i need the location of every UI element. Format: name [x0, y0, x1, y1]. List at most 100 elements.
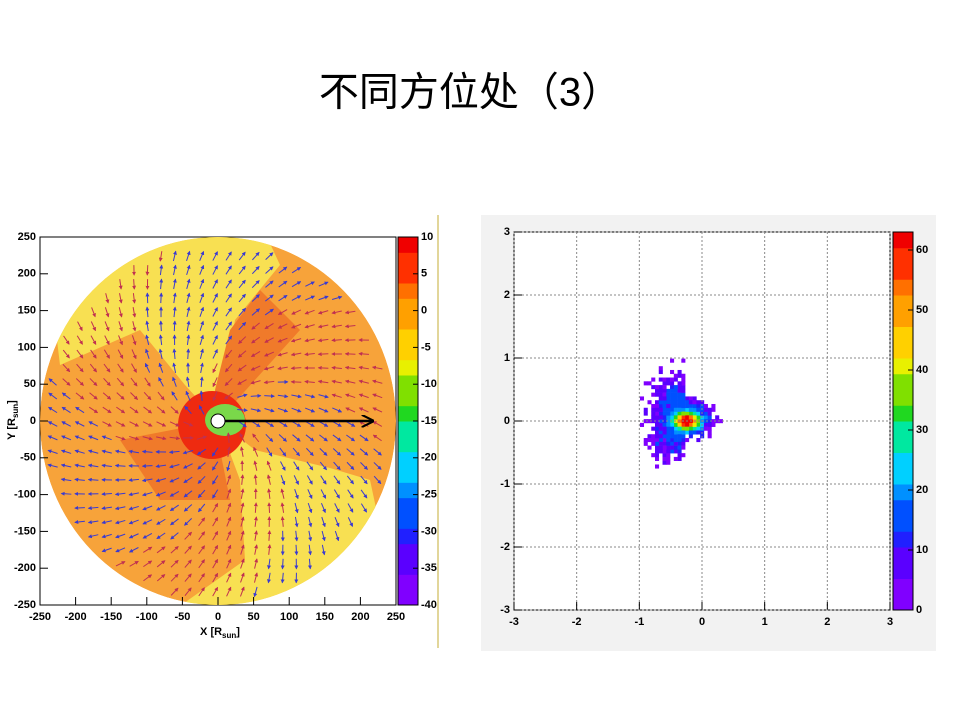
colorbar-cell [893, 421, 913, 437]
field-arrow [264, 396, 274, 397]
histogram-cell [670, 442, 674, 446]
histogram-cell [678, 453, 682, 457]
histogram-cell [659, 427, 663, 431]
histogram-cell [666, 404, 670, 408]
histogram-cell [696, 404, 700, 408]
y-tick-label: 250 [18, 231, 36, 243]
histogram-cell [655, 400, 659, 404]
histogram-cell [670, 412, 674, 416]
histogram-cell [655, 415, 659, 419]
histogram-cell [681, 359, 685, 363]
histogram-cell [659, 434, 663, 438]
histogram-cell [655, 453, 659, 457]
colorbar-cell [398, 467, 418, 483]
histogram-cell [655, 438, 659, 442]
histogram-cell [647, 434, 651, 438]
histogram-cell [685, 438, 689, 442]
histogram-cell [644, 412, 648, 416]
label-part: ] [6, 400, 18, 404]
histogram-cell [674, 374, 678, 378]
label-part: ] [236, 626, 240, 638]
colorbar-cell [893, 516, 913, 532]
histogram-cell [655, 389, 659, 393]
histogram-cell [670, 389, 674, 393]
histogram-cell [663, 438, 667, 442]
histogram-cell [659, 423, 663, 427]
histogram-cell [689, 396, 693, 400]
histogram-cell [666, 461, 670, 465]
histogram-cell [663, 434, 667, 438]
y-tick-label: 3 [504, 226, 510, 238]
histogram-cell [663, 378, 667, 382]
field-arrow [291, 382, 301, 383]
histogram-cell [655, 430, 659, 434]
histogram-cell [663, 453, 667, 457]
histogram-cell [670, 385, 674, 389]
histogram-cell [663, 427, 667, 431]
histogram-cell [655, 442, 659, 446]
colorbar-cell [893, 437, 913, 453]
histogram-cell [663, 381, 667, 385]
x-tick-label: 200 [351, 611, 369, 623]
histogram-cell [689, 404, 693, 408]
histogram-cell [696, 430, 700, 434]
histogram-cell [708, 412, 712, 416]
histogram-cell [659, 393, 663, 397]
histogram-cell [674, 412, 678, 416]
histogram-cell [696, 408, 700, 412]
histogram-cell [681, 381, 685, 385]
histogram-cell [708, 427, 712, 431]
colorbar-cell [893, 311, 913, 327]
histogram-cell [644, 381, 648, 385]
colorbar-cell [893, 547, 913, 563]
histogram-cell [647, 381, 651, 385]
colorbar-tick-label: 60 [916, 244, 928, 256]
histogram-cell [674, 446, 678, 450]
histogram-cell [678, 412, 682, 416]
colorbar-cell [893, 279, 913, 295]
field-arrow [102, 494, 112, 495]
histogram-cell [655, 434, 659, 438]
histogram-cell [655, 412, 659, 416]
histogram-cell [663, 446, 667, 450]
y-tick-label: -50 [20, 452, 36, 464]
histogram-cell [666, 378, 670, 382]
colorbar-cell [893, 531, 913, 547]
histogram-cell [670, 408, 674, 412]
field-arrow [296, 545, 297, 555]
histogram-cell [659, 366, 663, 370]
field-arrow [88, 480, 98, 481]
histogram-cell [663, 457, 667, 461]
histogram-cell [674, 404, 678, 408]
colorbar-cell [398, 375, 418, 391]
histogram-cell [666, 446, 670, 450]
histogram-cell [674, 442, 678, 446]
histogram-cell [655, 408, 659, 412]
colorbar-cell [398, 482, 418, 498]
histogram-cell [711, 423, 715, 427]
histogram-cell [685, 430, 689, 434]
field-arrow [318, 354, 328, 355]
colorbar-tick-label: -35 [421, 562, 437, 574]
colorbar-tick-label: -25 [421, 489, 437, 501]
colorbar-cell [398, 452, 418, 468]
histogram-cell [685, 423, 689, 427]
y-tick-label: -2 [500, 541, 510, 553]
x-tick-label: 50 [247, 611, 259, 623]
histogram-cell [663, 442, 667, 446]
field-arrow [174, 321, 175, 331]
histogram-cell [644, 442, 648, 446]
histogram-cell [678, 457, 682, 461]
y-tick-label: 2 [504, 289, 510, 301]
histogram-cell [670, 415, 674, 419]
histogram-cell [651, 393, 655, 397]
histogram-cell [708, 408, 712, 412]
x-tick-label: 250 [387, 611, 405, 623]
histogram-cell [674, 438, 678, 442]
histogram-cell [651, 453, 655, 457]
histogram-cell [655, 393, 659, 397]
histogram-cell [670, 446, 674, 450]
y-tick-label: 0 [504, 415, 510, 427]
histogram-cell [644, 408, 648, 412]
histogram-cell [663, 385, 667, 389]
